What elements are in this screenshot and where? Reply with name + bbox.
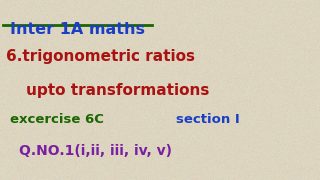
Text: upto transformations: upto transformations bbox=[26, 83, 209, 98]
Text: excercise 6C: excercise 6C bbox=[10, 113, 103, 126]
Text: Inter 1A maths: Inter 1A maths bbox=[10, 22, 145, 37]
Text: 6.trigonometric ratios: 6.trigonometric ratios bbox=[6, 49, 196, 64]
Text: section I: section I bbox=[176, 113, 240, 126]
Text: Q.NO.1(i,ii, iii, iv, v): Q.NO.1(i,ii, iii, iv, v) bbox=[19, 144, 172, 158]
